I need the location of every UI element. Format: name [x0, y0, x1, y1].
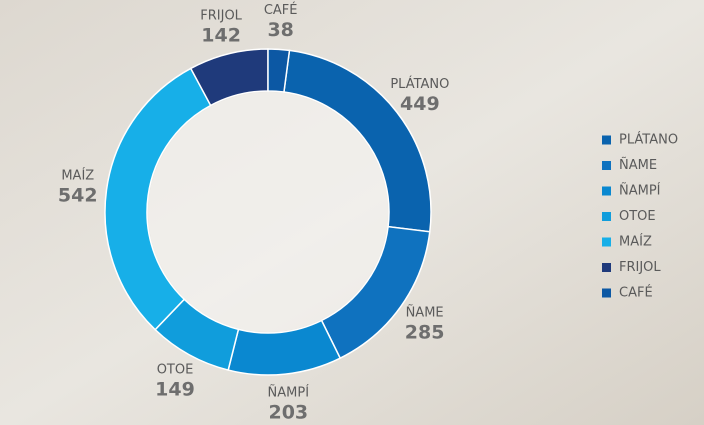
- legend-swatch: [602, 263, 611, 272]
- slice-value: 285: [405, 322, 445, 344]
- slice-value: 38: [267, 19, 293, 41]
- legend-label: OTOE: [619, 209, 656, 224]
- slice-value: 449: [400, 93, 440, 115]
- slice-value: 149: [155, 378, 195, 400]
- slice-name: ÑAMPÍ: [268, 384, 310, 400]
- slice-value: 203: [268, 401, 308, 423]
- legend-label: PLÁTANO: [619, 132, 678, 148]
- legend-label: MAÍZ: [619, 234, 652, 250]
- legend-swatch: [602, 237, 611, 247]
- slice-name: ÑAME: [406, 305, 444, 321]
- donut-slice: [267, 48, 291, 93]
- donut-hole: [148, 92, 388, 332]
- legend-label: ÑAME: [619, 157, 657, 173]
- slice-value: 542: [58, 185, 98, 207]
- legend-swatch: [602, 161, 611, 170]
- legend-swatch: [602, 135, 611, 145]
- slice-name: MAÍZ: [61, 168, 94, 184]
- slice-name: FRIJOL: [200, 8, 242, 23]
- slice-name: OTOE: [157, 362, 194, 377]
- slice-value: 142: [201, 24, 241, 46]
- slice-name: PLÁTANO: [390, 76, 449, 92]
- legend-swatch: [602, 186, 611, 196]
- legend-label: CAFÉ: [619, 285, 653, 301]
- legend-swatch: [602, 212, 611, 221]
- legend-label: ÑAMPÍ: [619, 183, 661, 199]
- legend-swatch: [602, 288, 611, 298]
- slice-name: CAFÉ: [264, 2, 298, 18]
- legend-label: FRIJOL: [619, 260, 661, 275]
